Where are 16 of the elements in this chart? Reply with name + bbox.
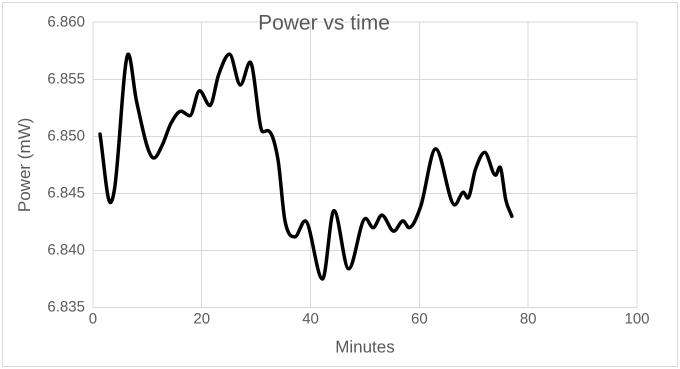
y-tick-label: 6.840 [47,242,85,259]
line-series [98,52,514,281]
x-tick-label: 40 [302,310,319,328]
y-axis-title: Power (mW) [14,118,34,212]
y-tick-label: 6.855 [47,70,85,88]
y-tick-label: 6.850 [47,128,85,144]
chart-title: Power vs time [258,11,390,34]
y-tick-label: 6.860 [47,13,85,30]
x-tick-label: 80 [520,310,537,328]
x-tick-label: 100 [624,310,650,328]
y-tick-label: 6.845 [47,184,85,202]
x-tick-label: 60 [411,310,428,328]
x-tick-label: 0 [88,310,98,328]
y-tick-label: 6.835 [47,298,85,316]
x-axis-title: Minutes [335,337,395,356]
x-tick-label: 20 [193,310,210,328]
